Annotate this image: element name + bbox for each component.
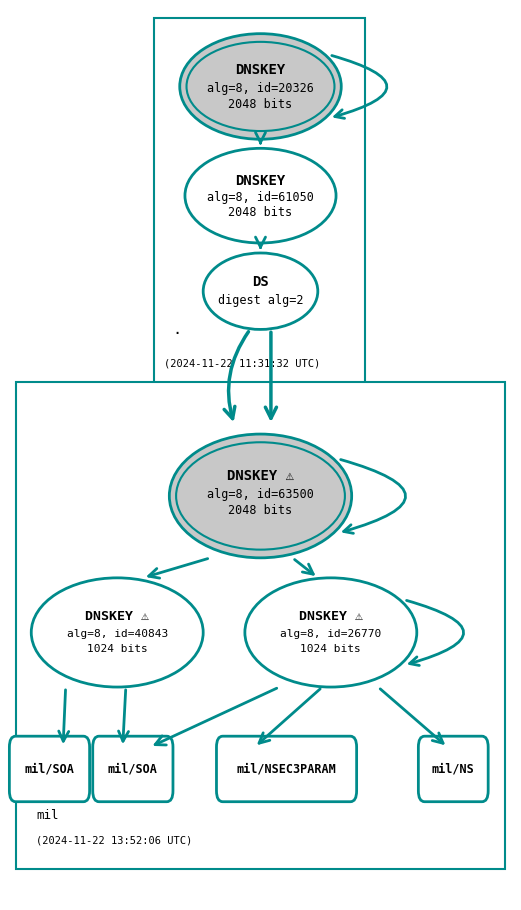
Text: .: . xyxy=(172,322,181,337)
FancyBboxPatch shape xyxy=(16,382,505,869)
Text: mil/NSEC3PARAM: mil/NSEC3PARAM xyxy=(237,763,337,775)
Ellipse shape xyxy=(185,148,336,243)
FancyArrowPatch shape xyxy=(332,56,387,118)
FancyArrowPatch shape xyxy=(406,601,464,665)
FancyBboxPatch shape xyxy=(9,736,90,802)
Text: alg=8, id=40843: alg=8, id=40843 xyxy=(67,630,168,639)
Ellipse shape xyxy=(169,434,352,558)
Text: alg=8, id=63500: alg=8, id=63500 xyxy=(207,488,314,501)
Text: alg=8, id=26770: alg=8, id=26770 xyxy=(280,630,381,639)
FancyBboxPatch shape xyxy=(154,18,365,396)
Ellipse shape xyxy=(203,253,318,329)
Text: DNSKEY: DNSKEY xyxy=(235,63,286,77)
Text: alg=8, id=61050: alg=8, id=61050 xyxy=(207,191,314,204)
FancyBboxPatch shape xyxy=(93,736,173,802)
Text: DS: DS xyxy=(252,275,269,289)
Text: 2048 bits: 2048 bits xyxy=(228,206,293,218)
Text: 2048 bits: 2048 bits xyxy=(228,98,293,111)
Text: 2048 bits: 2048 bits xyxy=(228,504,293,517)
FancyArrowPatch shape xyxy=(341,460,405,533)
Text: 1024 bits: 1024 bits xyxy=(87,644,147,653)
Text: (2024-11-22 13:52:06 UTC): (2024-11-22 13:52:06 UTC) xyxy=(36,835,193,845)
Text: DNSKEY ⚠: DNSKEY ⚠ xyxy=(227,469,294,483)
FancyBboxPatch shape xyxy=(418,736,488,802)
Text: DNSKEY: DNSKEY xyxy=(235,174,286,188)
Text: mil/SOA: mil/SOA xyxy=(24,763,75,775)
Text: alg=8, id=20326: alg=8, id=20326 xyxy=(207,82,314,95)
Text: 1024 bits: 1024 bits xyxy=(301,644,361,653)
Text: mil: mil xyxy=(36,809,59,822)
Text: digest alg=2: digest alg=2 xyxy=(218,294,303,307)
Ellipse shape xyxy=(180,34,341,139)
Text: mil/SOA: mil/SOA xyxy=(108,763,158,775)
Text: mil/NS: mil/NS xyxy=(432,763,475,775)
Ellipse shape xyxy=(31,578,203,687)
Text: DNSKEY ⚠: DNSKEY ⚠ xyxy=(299,610,363,622)
Ellipse shape xyxy=(245,578,417,687)
FancyBboxPatch shape xyxy=(217,736,357,802)
Text: (2024-11-22 11:31:32 UTC): (2024-11-22 11:31:32 UTC) xyxy=(164,359,320,369)
Text: DNSKEY ⚠: DNSKEY ⚠ xyxy=(85,610,149,622)
